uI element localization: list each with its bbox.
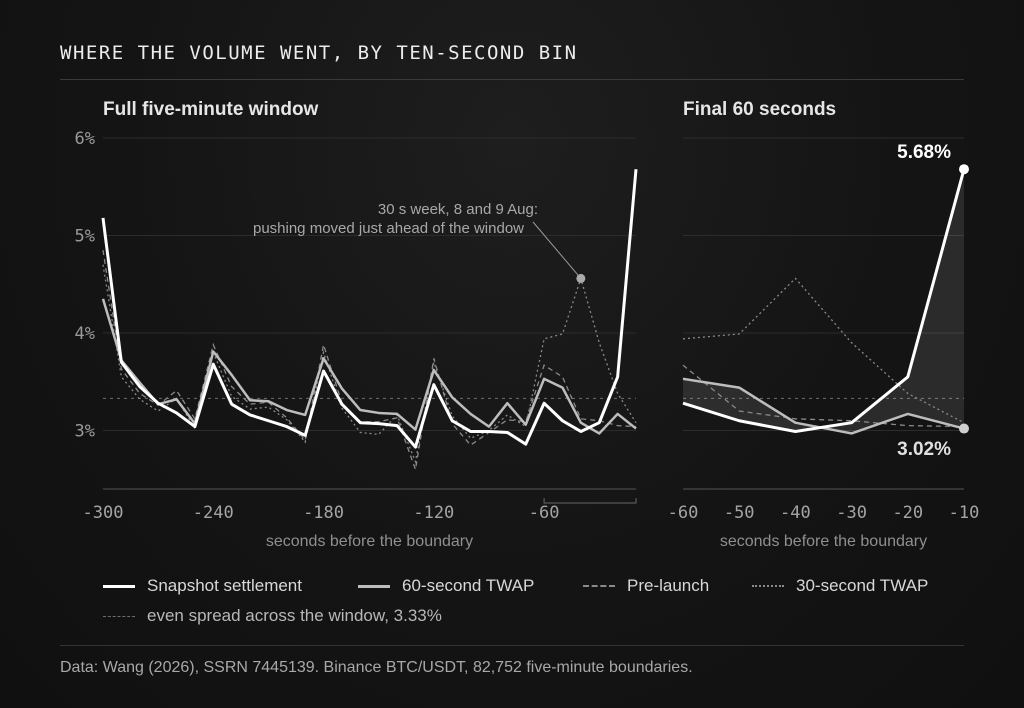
legend-label-twap30: 30-second TWAP (796, 576, 929, 595)
legend-label-twap60: 60-second TWAP (402, 576, 535, 595)
x-tick-label: -60 (529, 503, 560, 523)
chart-title: WHERE THE VOLUME WENT, BY TEN-SECOND BIN (60, 42, 578, 64)
x-axis-label: seconds before the boundary (720, 533, 927, 550)
x-tick-label: -40 (780, 503, 811, 523)
legend-item-twap30: 30-second TWAP (752, 576, 928, 596)
annotation-text-line: pushing moved just ahead of the window (253, 220, 524, 237)
top-rule (60, 79, 964, 80)
panel-title: Full five-minute window (103, 99, 319, 120)
x-tick-label: -180 (303, 503, 344, 523)
legend-swatch-even (103, 615, 135, 617)
end-label-twap60: 3.02% (897, 439, 951, 460)
legend-label-even: even spread across the window, 3.33% (147, 606, 442, 625)
series-line-twap30 (102, 264, 637, 465)
y-tick-label: 5% (75, 227, 95, 247)
legend-item-twap60: 60-second TWAP (358, 576, 534, 596)
legend-label-prelaunch: Pre-launch (627, 576, 710, 595)
x-tick-label: -20 (892, 503, 923, 523)
annotation-marker (576, 273, 586, 283)
end-label-snapshot: 5.68% (897, 142, 951, 163)
x-tick-label: -30 (836, 503, 867, 523)
x-tick-label: -50 (724, 503, 755, 523)
y-tick-label: 4% (75, 324, 95, 344)
legend-swatch-prelaunch (583, 585, 615, 587)
series-line-prelaunch (682, 364, 965, 428)
x-tick-label: -240 (193, 503, 234, 523)
legend-swatch-snapshot (103, 584, 135, 588)
y-tick-label: 6% (75, 129, 95, 149)
series-line-snapshot (101, 169, 638, 449)
end-marker-snapshot (959, 164, 969, 175)
panel-full-window: Full five-minute window 3% 4% 5% 6% -300 -240 -… (75, 99, 638, 550)
bottom-rule (60, 645, 964, 646)
legend-item-even: even spread across the window, 3.33% (103, 606, 442, 626)
x-tick-label: -120 (413, 503, 454, 523)
x-tick-label: -300 (83, 503, 124, 523)
x-tick-label: -10 (949, 503, 980, 523)
panel-title: Final 60 seconds (683, 99, 836, 120)
annotation-leader (532, 221, 582, 279)
x-axis-label: seconds before the boundary (266, 533, 473, 550)
source-note: Data: Wang (2026), SSRN 7445139. Binance… (60, 659, 693, 676)
snapshot-twap-gap-area (683, 169, 964, 434)
series-line-twap60 (101, 298, 637, 435)
legend-swatch-twap60 (358, 584, 390, 588)
legend-swatch-twap30 (752, 585, 784, 587)
final-60-bracket (543, 498, 637, 504)
legend-label-snapshot: Snapshot settlement (147, 576, 302, 595)
annotation-text-line: 30 s week, 8 and 9 Aug: (378, 201, 538, 218)
end-marker-twap60 (959, 423, 969, 434)
series-line-snapshot (682, 168, 966, 433)
legend-item-prelaunch: Pre-launch (583, 576, 709, 596)
x-tick-label: -60 (668, 503, 699, 523)
series-line-prelaunch (102, 250, 637, 473)
y-tick-label: 3% (75, 422, 95, 442)
legend-item-snapshot: Snapshot settlement (103, 576, 302, 596)
panel-final-60: Final 60 seconds -60 -50 -40 -30 -20 -10 second… (668, 99, 980, 550)
